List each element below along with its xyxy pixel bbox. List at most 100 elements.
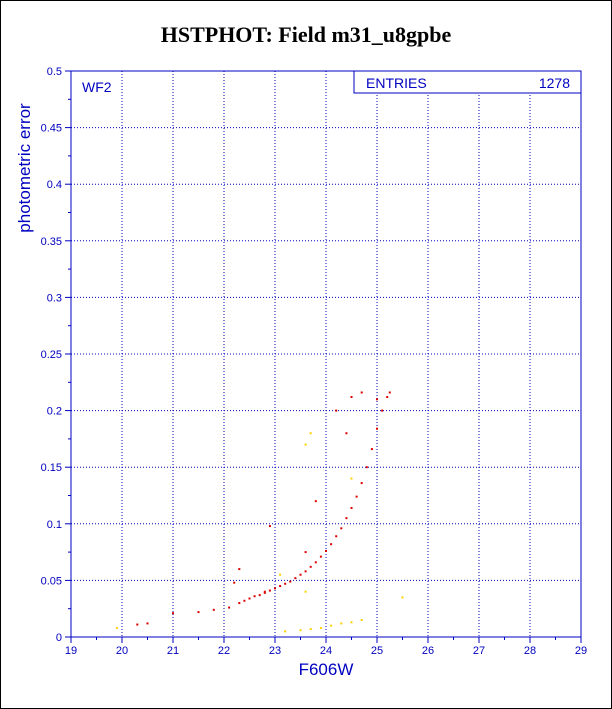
data-point xyxy=(340,527,343,530)
data-point xyxy=(238,568,241,571)
data-point xyxy=(304,570,307,573)
data-point xyxy=(309,565,312,568)
data-point xyxy=(274,587,276,590)
data-point xyxy=(314,500,317,503)
data-point xyxy=(330,624,333,627)
data-point xyxy=(304,443,307,446)
data-point xyxy=(304,590,307,593)
data-point xyxy=(350,621,353,624)
y-tick-label: 0.15 xyxy=(41,462,62,474)
y-tick-label: 0 xyxy=(56,632,62,644)
data-point xyxy=(146,622,149,625)
data-point xyxy=(172,612,174,615)
data-point xyxy=(388,391,391,394)
data-point xyxy=(289,580,292,583)
x-tick-label: 20 xyxy=(116,645,128,657)
x-tick-label: 25 xyxy=(371,645,383,657)
grid-lines xyxy=(71,71,581,637)
x-tick-label: 28 xyxy=(524,645,536,657)
y-tick-labels: 0 0.05 0.1 0.15 0.2 0.25 0.3 0.35 0.4 0.45 0.5 xyxy=(41,66,62,644)
x-tick-label: 19 xyxy=(65,645,77,657)
x-axis-label: F606W xyxy=(299,660,354,679)
data-point xyxy=(386,396,389,399)
y-tick-label: 0.35 xyxy=(41,236,62,248)
data-point xyxy=(360,619,363,622)
data-point xyxy=(314,561,317,564)
data-point xyxy=(304,551,307,554)
data-point xyxy=(381,409,384,412)
data-point xyxy=(243,599,246,602)
data-point xyxy=(268,525,271,528)
data-point xyxy=(319,626,322,629)
y-axis-label: photometric error xyxy=(15,103,34,233)
data-point xyxy=(376,398,378,401)
data-point xyxy=(294,577,297,580)
data-point xyxy=(360,391,363,394)
data-point xyxy=(350,396,353,399)
data-point xyxy=(238,602,241,605)
stats-box-border xyxy=(353,70,582,94)
data-point xyxy=(325,549,327,552)
data-point xyxy=(253,595,256,598)
data-point xyxy=(309,432,312,435)
data-point xyxy=(279,585,282,588)
series-yellow xyxy=(115,432,404,633)
y-tick-label: 0.25 xyxy=(41,349,62,361)
data-point xyxy=(350,506,353,509)
data-point xyxy=(258,594,261,597)
data-point xyxy=(355,495,358,498)
data-point xyxy=(268,589,271,592)
data-point xyxy=(370,448,373,451)
data-point xyxy=(345,432,348,435)
series-red xyxy=(136,391,391,626)
y-tick-label: 0.05 xyxy=(41,575,62,587)
y-tick-label: 0.45 xyxy=(41,123,62,135)
x-tick-label: 29 xyxy=(575,645,587,657)
data-point xyxy=(197,611,200,614)
data-point xyxy=(401,596,404,599)
data-point xyxy=(345,517,348,520)
x-tick-label: 21 xyxy=(167,645,179,657)
data-point xyxy=(309,628,312,631)
y-tick-label: 0.1 xyxy=(47,519,62,531)
data-point xyxy=(115,626,118,629)
data-point xyxy=(376,427,378,430)
data-point xyxy=(212,608,215,611)
y-tick-label: 0.2 xyxy=(47,406,62,418)
data-point xyxy=(299,629,302,632)
data-point xyxy=(284,582,287,585)
y-tick-label: 0.5 xyxy=(47,66,62,78)
stats-entries-value: 1278 xyxy=(539,75,570,91)
axis-ticks xyxy=(65,70,582,643)
data-point xyxy=(279,573,282,576)
y-tick-label: 0.4 xyxy=(47,179,62,191)
data-point xyxy=(248,597,251,600)
stats-box: ENTRIES 1278 xyxy=(353,70,582,94)
data-point xyxy=(335,409,338,412)
y-tick-label: 0.3 xyxy=(47,292,62,304)
data-point xyxy=(263,590,266,593)
data-point xyxy=(299,573,302,576)
panel-label: WF2 xyxy=(82,79,112,95)
data-point xyxy=(340,622,343,625)
data-point xyxy=(360,482,363,485)
stats-entries-label: ENTRIES xyxy=(366,75,427,91)
data-point xyxy=(263,591,266,594)
chart-title: HSTPHOT: Field m31_u8gpbe xyxy=(160,22,452,47)
x-tick-label: 22 xyxy=(218,645,230,657)
data-point xyxy=(330,543,333,546)
x-tick-label: 23 xyxy=(269,645,281,657)
x-tick-label: 27 xyxy=(473,645,485,657)
data-point xyxy=(335,535,338,538)
data-point xyxy=(319,555,322,558)
data-point xyxy=(228,606,231,609)
x-tick-label: 26 xyxy=(422,645,434,657)
x-tick-labels: 19 20 21 22 23 24 25 26 27 28 29 xyxy=(65,645,587,657)
data-point xyxy=(136,623,139,626)
x-tick-label: 24 xyxy=(320,645,332,657)
data-point xyxy=(350,477,353,480)
data-point xyxy=(365,466,368,469)
data-point xyxy=(233,581,236,584)
data-point xyxy=(284,630,287,633)
